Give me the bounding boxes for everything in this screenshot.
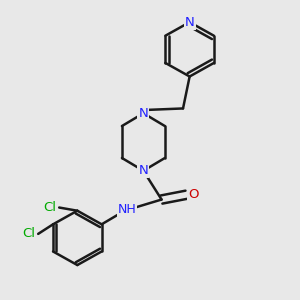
Text: N: N: [139, 107, 148, 120]
Text: NH: NH: [118, 202, 136, 216]
Text: N: N: [185, 16, 194, 29]
Text: Cl: Cl: [22, 227, 35, 240]
Text: O: O: [188, 188, 199, 201]
Text: N: N: [139, 164, 148, 177]
Text: Cl: Cl: [44, 201, 56, 214]
